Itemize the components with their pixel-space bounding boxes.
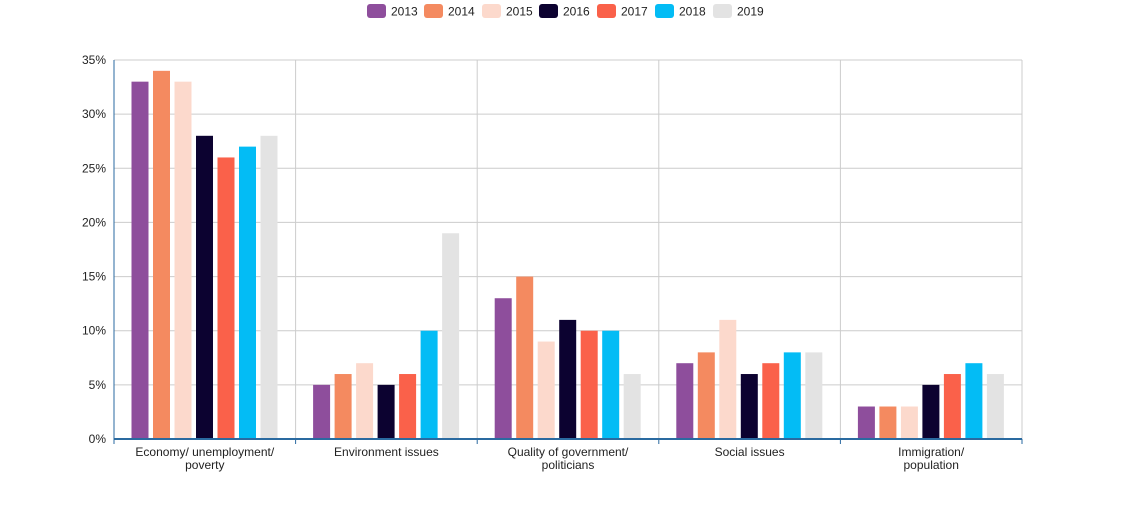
- legend-label: 2018: [679, 5, 706, 19]
- y-tick-label: 25%: [82, 161, 106, 175]
- bar-2018-2: [602, 330, 620, 439]
- bar-2015-0: [174, 81, 192, 440]
- bar-2016-3: [740, 374, 758, 439]
- legend-swatch: [655, 4, 674, 18]
- bar-2019-1: [442, 233, 460, 439]
- x-category-label: Quality of government/politicians: [508, 445, 629, 472]
- x-category-label: Environment issues: [334, 445, 439, 459]
- bar-2017-0: [217, 157, 235, 439]
- bar-2019-2: [623, 374, 641, 439]
- bar-2016-0: [196, 135, 213, 440]
- legend: 2013 2014 2015 2016 2017 2018 2019: [367, 4, 764, 19]
- y-tick-label: 10%: [82, 324, 106, 338]
- legend-item-2013[interactable]: 2013: [367, 4, 418, 19]
- y-tick-label: 30%: [82, 107, 106, 121]
- bar-2013-2: [494, 298, 512, 439]
- legend-swatch: [539, 4, 558, 18]
- legend-label: 2014: [448, 5, 475, 19]
- x-category-label: Economy/ unemployment/poverty: [135, 445, 274, 472]
- bar-2017-2: [580, 330, 598, 439]
- legend-swatch: [597, 4, 616, 18]
- legend-item-2018[interactable]: 2018: [655, 4, 706, 19]
- legend-swatch: [367, 4, 386, 18]
- legend-swatch: [482, 4, 501, 18]
- bar-2015-4: [900, 406, 918, 439]
- bar-2016-2: [559, 319, 577, 439]
- bar-2014-1: [334, 374, 352, 439]
- bar-2017-1: [399, 374, 417, 439]
- bar-2016-4: [922, 384, 940, 439]
- legend-label: 2016: [563, 5, 590, 19]
- y-tick-label: 0%: [89, 432, 107, 446]
- bar-2013-4: [857, 406, 875, 439]
- legend-item-2015[interactable]: 2015: [482, 4, 533, 19]
- bar-2018-3: [783, 352, 801, 439]
- legend-label: 2017: [621, 5, 648, 19]
- bar-2015-1: [356, 363, 374, 439]
- y-tick-label: 5%: [89, 378, 107, 392]
- y-tick-label: 35%: [82, 53, 106, 67]
- legend-item-2016[interactable]: 2016: [539, 4, 590, 19]
- bar-2018-4: [965, 363, 983, 439]
- legend-swatch: [424, 4, 443, 18]
- y-axis: 0% 5% 10% 15% 20% 25% 30% 35%: [82, 53, 115, 446]
- bar-2013-3: [676, 363, 694, 439]
- bar-2017-3: [762, 363, 780, 439]
- x-category-label: Social issues: [715, 445, 785, 459]
- y-tick-label: 20%: [82, 215, 106, 229]
- bar-2014-3: [697, 352, 715, 439]
- bar-2017-4: [943, 374, 961, 439]
- legend-item-2019[interactable]: 2019: [713, 4, 764, 19]
- bar-2013-0: [131, 81, 149, 440]
- legend-swatch: [713, 4, 732, 18]
- legend-label: 2019: [737, 5, 764, 19]
- x-axis: Economy/ unemployment/poverty Environment…: [113, 438, 1023, 472]
- bar-2015-3: [719, 319, 737, 439]
- bar-2013-1: [313, 384, 331, 439]
- legend-item-2014[interactable]: 2014: [424, 4, 475, 19]
- bar-2014-0: [153, 70, 170, 439]
- x-category-label: Immigration/population: [898, 445, 965, 472]
- bar-2015-2: [537, 341, 555, 439]
- y-tick-label: 15%: [82, 270, 106, 284]
- bar-2016-1: [377, 384, 395, 439]
- bar-2019-4: [986, 374, 1004, 439]
- bar-2018-0: [239, 146, 256, 439]
- bars: [131, 70, 1004, 440]
- bar-2014-4: [879, 406, 897, 439]
- bar-2018-1: [420, 330, 438, 439]
- legend-label: 2015: [506, 5, 533, 19]
- bar-2019-3: [805, 352, 823, 439]
- legend-item-2017[interactable]: 2017: [597, 4, 648, 19]
- bar-2014-2: [516, 276, 534, 439]
- legend-label: 2013: [391, 5, 418, 19]
- bar-2019-0: [260, 135, 278, 440]
